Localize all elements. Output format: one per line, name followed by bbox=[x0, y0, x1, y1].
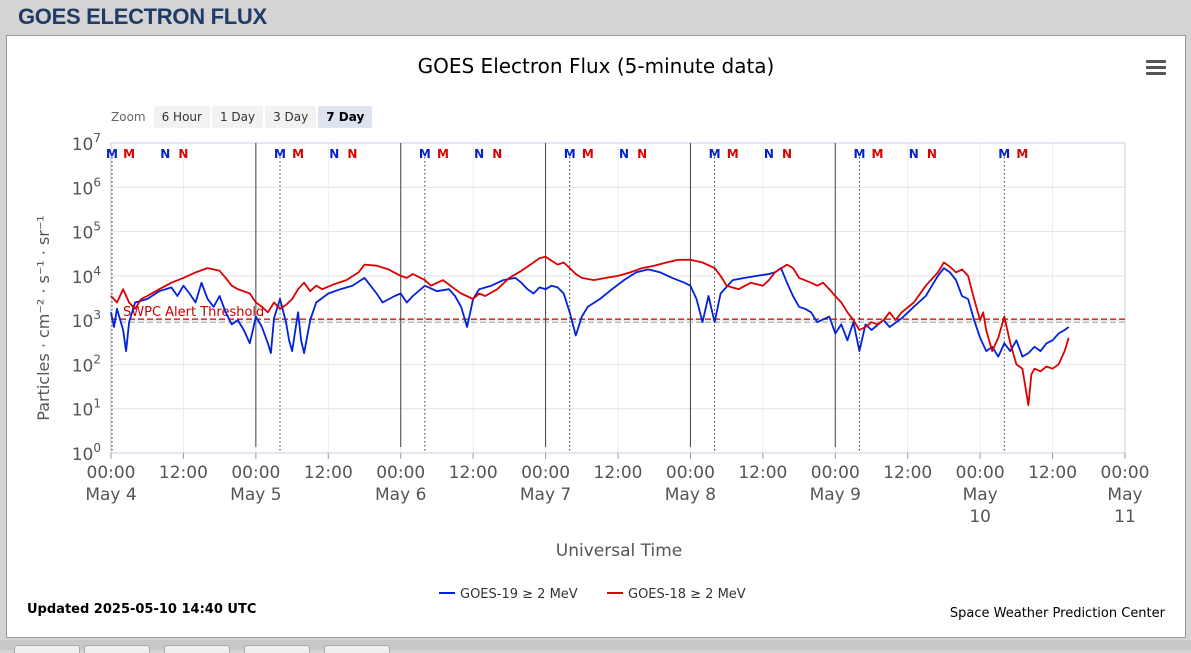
y-tick-label: 107 bbox=[72, 131, 101, 155]
series-lines bbox=[110, 255, 1070, 407]
marker-label: N bbox=[329, 147, 339, 161]
marker-label: M bbox=[106, 147, 118, 161]
x-tick-label: 00:00 bbox=[1101, 463, 1150, 483]
marker-label: M bbox=[709, 147, 721, 161]
marker-label: M bbox=[998, 147, 1010, 161]
marker-label: N bbox=[637, 147, 647, 161]
marker-label: M bbox=[419, 147, 431, 161]
marker-label: M bbox=[292, 147, 304, 161]
marker-label: M bbox=[564, 147, 576, 161]
x-tick-label: May 6 bbox=[375, 485, 426, 505]
bottom-strip bbox=[0, 640, 1191, 650]
legend-item-1[interactable]: GOES-19 ≥ 2 MeV bbox=[460, 587, 578, 602]
grid-lines bbox=[110, 142, 1126, 454]
zoom-7-day-button[interactable]: 7 Day bbox=[318, 106, 373, 128]
x-tick-label: May 5 bbox=[230, 485, 281, 505]
credit-text: Space Weather Prediction Center bbox=[949, 606, 1165, 621]
x-tick-label: 00:00 bbox=[231, 463, 280, 483]
chart-title: GOES Electron Flux (5-minute data) bbox=[418, 54, 775, 78]
y-tick-label: 103 bbox=[72, 308, 101, 332]
marker-label: N bbox=[178, 147, 188, 161]
y-tick-label: 104 bbox=[72, 264, 101, 288]
zoom-1-day-button[interactable]: 1 Day bbox=[211, 106, 264, 128]
marker-label: M bbox=[1016, 147, 1028, 161]
marker-label: N bbox=[347, 147, 357, 161]
x-tick-label: May 8 bbox=[665, 485, 716, 505]
x-tick-label: 12:00 bbox=[304, 463, 353, 483]
chart-menu-button[interactable] bbox=[1146, 60, 1166, 78]
marker-label: M bbox=[123, 147, 135, 161]
y-tick-label: 101 bbox=[72, 397, 101, 421]
bottom-tab[interactable] bbox=[324, 645, 390, 653]
marker-label: N bbox=[909, 147, 919, 161]
zoom-3-day-button[interactable]: 3 Day bbox=[265, 106, 317, 128]
page-header: GOES ELECTRON FLUX bbox=[0, 0, 1191, 34]
marker-label: M bbox=[872, 147, 884, 161]
x-tick-label: May bbox=[1107, 485, 1142, 505]
marker-label: M bbox=[437, 147, 449, 161]
x-tick-label: 12:00 bbox=[738, 463, 787, 483]
x-tick-label: 12:00 bbox=[159, 463, 208, 483]
zoom-label: Zoom bbox=[111, 110, 146, 124]
x-tick-label: 00:00 bbox=[376, 463, 425, 483]
marker-label: M bbox=[853, 147, 865, 161]
chart-panel: GOES Electron Flux (5-minute data) SWPC … bbox=[6, 35, 1186, 638]
bottom-tab[interactable] bbox=[244, 645, 310, 653]
marker-label: N bbox=[492, 147, 502, 161]
threshold-label: SWPC Alert Threshold bbox=[123, 305, 264, 320]
updated-timestamp: Updated 2025-05-10 14:40 UTC bbox=[27, 602, 257, 617]
bottom-tab[interactable] bbox=[84, 645, 150, 653]
marker-label: N bbox=[474, 147, 484, 161]
legend-item-2[interactable]: GOES-18 ≥ 2 MeV bbox=[628, 587, 746, 602]
zoom-controls: Zoom 6 Hour 1 Day 3 Day 7 Day bbox=[111, 105, 374, 129]
x-tick-label: 00:00 bbox=[666, 463, 715, 483]
y-tick-label: 102 bbox=[72, 352, 101, 376]
x-tick-label: 12:00 bbox=[594, 463, 643, 483]
marker-label: M bbox=[727, 147, 739, 161]
x-tick-label: May 9 bbox=[810, 485, 861, 505]
y-axis-label: Particles · cm⁻² · s⁻¹ · sr⁻¹ bbox=[34, 215, 53, 420]
alert-threshold: SWPC Alert Threshold bbox=[111, 305, 1125, 323]
x-axis-label: Universal Time bbox=[556, 541, 682, 561]
bottom-tab[interactable] bbox=[14, 645, 80, 653]
zoom-6-hour-button[interactable]: 6 Hour bbox=[153, 106, 210, 128]
y-tick-label: 105 bbox=[72, 220, 101, 244]
marker-label: M bbox=[274, 147, 286, 161]
series-line-1 bbox=[110, 267, 1070, 358]
y-tick-label: 106 bbox=[72, 175, 101, 199]
x-tick-label: May bbox=[963, 485, 998, 505]
marker-label: N bbox=[782, 147, 792, 161]
x-tick-label: May 7 bbox=[520, 485, 571, 505]
bottom-tab[interactable] bbox=[164, 645, 230, 653]
x-tick-label: 00:00 bbox=[956, 463, 1005, 483]
x-tick-label: 10 bbox=[969, 507, 991, 527]
electron-flux-chart: GOES Electron Flux (5-minute data) SWPC … bbox=[34, 54, 1150, 602]
marker-label: N bbox=[160, 147, 170, 161]
x-tick-label: 12:00 bbox=[449, 463, 498, 483]
x-tick-label: 12:00 bbox=[883, 463, 932, 483]
series-line-2 bbox=[110, 255, 1070, 407]
y-tick-label: 100 bbox=[72, 441, 101, 465]
legend[interactable]: GOES-19 ≥ 2 MeV GOES-18 ≥ 2 MeV bbox=[439, 587, 746, 602]
x-tick-label: 00:00 bbox=[811, 463, 860, 483]
marker-label: N bbox=[619, 147, 629, 161]
page-title: GOES ELECTRON FLUX bbox=[18, 4, 267, 29]
x-tick-label: 00:00 bbox=[521, 463, 570, 483]
x-tick-label: 00:00 bbox=[87, 463, 136, 483]
x-tick-label: May 4 bbox=[85, 485, 136, 505]
menu-icon-bar bbox=[1146, 72, 1166, 75]
menu-icon-bar bbox=[1146, 60, 1166, 63]
menu-icon-bar bbox=[1146, 66, 1166, 69]
x-tick-label: 12:00 bbox=[1028, 463, 1077, 483]
x-tick-label: 11 bbox=[1114, 507, 1136, 527]
y-axis-ticks: 100 101 102 103 104 105 106 107 bbox=[72, 131, 101, 465]
marker-label: N bbox=[764, 147, 774, 161]
marker-label: N bbox=[927, 147, 937, 161]
marker-label: M bbox=[582, 147, 594, 161]
